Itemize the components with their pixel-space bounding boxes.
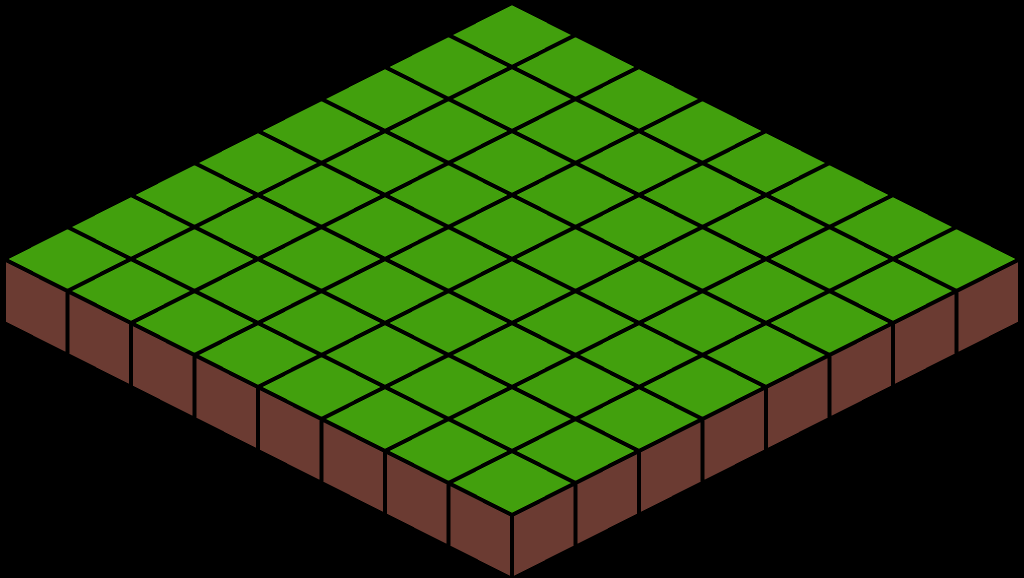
grass-tile-grid [0,0,1024,518]
grass-tile [444,448,580,518]
dirt-front-left-faces [2,255,514,578]
